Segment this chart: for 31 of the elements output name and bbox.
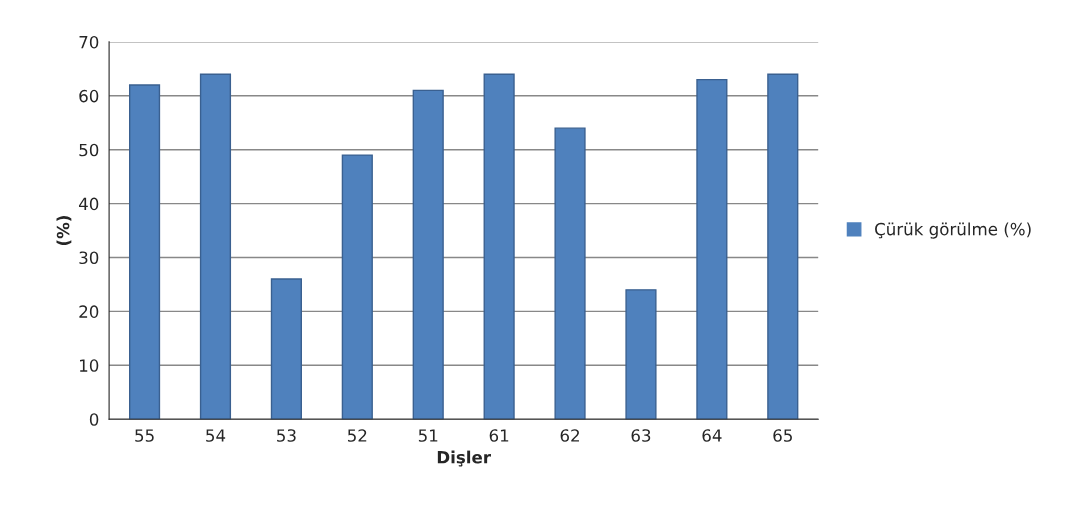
x-tick-label: 65: [773, 429, 792, 442]
x-tick-label: 54: [206, 429, 226, 442]
bar: [483, 73, 515, 420]
x-axis-title: Dişler: [437, 450, 491, 467]
y-tick-label: 60: [79, 89, 99, 103]
y-tick-label: 30: [79, 251, 99, 265]
y-tick-label: 40: [78, 197, 99, 211]
bar: [128, 84, 161, 420]
x-tick-label: 61: [489, 429, 509, 442]
bar: [767, 73, 799, 420]
y-tick-label: 0: [89, 413, 99, 426]
bar: [696, 78, 728, 420]
y-tick-label: 20: [79, 305, 99, 318]
y-tick-label: 10: [80, 359, 99, 372]
y-axis-title: (%): [56, 216, 72, 246]
bar: [625, 289, 657, 420]
x-tick-label: 52: [347, 429, 367, 442]
x-tick-label: 51: [418, 429, 438, 442]
x-tick-label: 63: [631, 429, 651, 442]
x-tick-label: 55: [135, 429, 154, 442]
legend-label: Çürük görülme (%): [875, 222, 1031, 239]
bar: [341, 154, 373, 420]
bar: [270, 278, 302, 420]
x-tick-label: 53: [277, 429, 296, 442]
y-tick-label: 70: [79, 35, 99, 49]
x-tick-label: 62: [560, 429, 579, 442]
y-tick-label: 50: [79, 143, 99, 157]
bar: [412, 89, 444, 420]
bar: [554, 127, 586, 420]
bar: [199, 73, 232, 420]
x-tick-label: 64: [702, 429, 722, 442]
